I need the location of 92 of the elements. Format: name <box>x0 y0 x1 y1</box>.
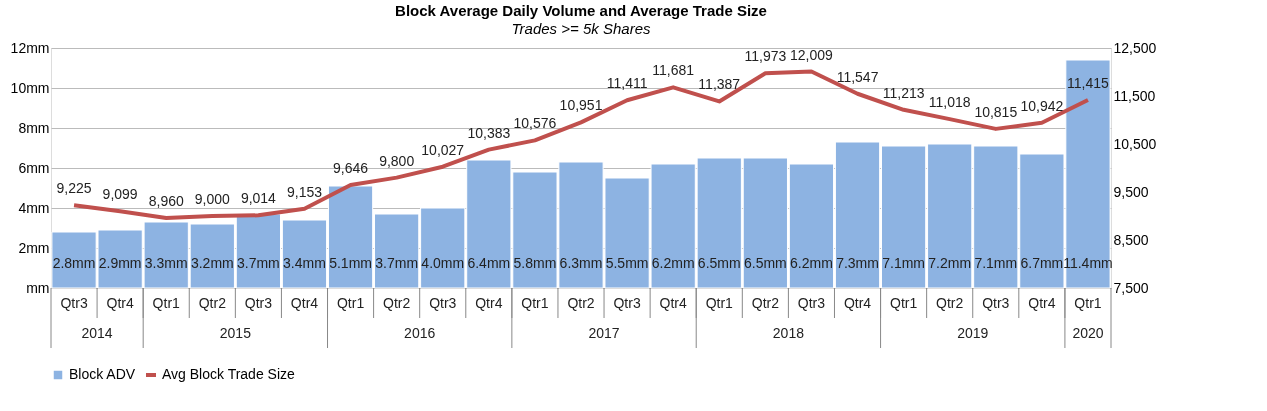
data-label: 7.3mm <box>836 255 879 271</box>
data-label: 4.0mm <box>421 255 465 271</box>
y-tick-label: 10mm <box>10 79 50 96</box>
data-label: 3.4mm <box>283 255 326 271</box>
data-label: 6.3mm <box>559 255 603 271</box>
x-tick-label: Qtr3 <box>244 295 273 311</box>
data-label: 9,000 <box>194 191 231 207</box>
data-label: 2.9mm <box>98 255 142 271</box>
y2-tick-label: 11,500 <box>1113 87 1156 104</box>
data-label: 9,153 <box>286 183 323 200</box>
data-label: 6.7mm <box>1020 255 1064 271</box>
data-label: 10,576 <box>513 115 557 132</box>
y2-tick-label: 7,500 <box>1113 279 1149 296</box>
x-tick-label: Qtr3 <box>60 295 88 311</box>
data-label: 9,014 <box>240 190 277 207</box>
data-label: 11,681 <box>652 62 695 79</box>
data-label: 11,415 <box>1067 75 1110 92</box>
x-tick-label: Qtr3 <box>982 295 1010 311</box>
data-label: 12,009 <box>790 46 834 63</box>
data-label: 7.1mm <box>882 255 926 271</box>
text: 2018 <box>772 325 805 341</box>
data-label: 11,213 <box>882 84 925 101</box>
y2-tick-label: 10,500 <box>1113 135 1157 152</box>
text: 2014 <box>81 325 113 341</box>
x-tick-label: Qtr2 <box>567 295 595 311</box>
data-label: 6.2mm <box>651 255 695 271</box>
data-label: 6.4mm <box>467 255 511 271</box>
text: 2019 <box>957 325 989 341</box>
data-label: 3.7mm <box>375 255 419 271</box>
x-tick-label: Qtr1 <box>705 295 734 311</box>
x-tick-label: Qtr3 <box>429 295 457 311</box>
text: 2020 <box>1072 325 1104 341</box>
x-tick-label: Qtr2 <box>383 295 411 311</box>
data-label: 8,960 <box>148 192 184 209</box>
x-tick-label: Qtr4 <box>106 295 134 311</box>
x-tick-label: Qtr1 <box>521 295 549 311</box>
y-tick-label: 8mm <box>18 119 50 136</box>
data-label: 3.2mm <box>190 255 234 271</box>
data-label: 6.5mm <box>743 255 787 271</box>
data-label: 10,027 <box>421 141 465 158</box>
x-tick-label: Qtr4 <box>290 295 319 311</box>
x-tick-label: Qtr4 <box>843 295 872 311</box>
y-tick-label: mm <box>26 279 50 296</box>
text: 2016 <box>404 325 436 341</box>
data-label: 5.1mm <box>329 255 372 271</box>
data-label: 10,815 <box>974 103 1018 120</box>
data-label: 11,973 <box>744 48 787 65</box>
y-tick-label: 6mm <box>18 159 50 176</box>
data-label: 5.8mm <box>513 255 557 271</box>
data-label: 10,951 <box>559 97 603 114</box>
x-tick-label: Qtr1 <box>889 295 918 311</box>
x-tick-label: Qtr3 <box>797 295 826 311</box>
data-label: 7.2mm <box>928 255 972 271</box>
y-tick-label: 4mm <box>18 199 50 216</box>
legend-label: Block ADV <box>69 366 136 382</box>
data-label: 6.5mm <box>697 255 741 271</box>
data-label: 2.8mm <box>52 255 96 271</box>
y2-tick-label: 9,500 <box>1113 183 1149 200</box>
data-label: 3.7mm <box>236 255 280 271</box>
data-label: 9,646 <box>333 159 369 176</box>
data-label: 9,225 <box>56 180 92 197</box>
data-label: 5.5mm <box>605 255 649 271</box>
data-label: 11,018 <box>928 94 971 111</box>
data-label: 3.3mm <box>144 255 188 271</box>
x-tick-label: Qtr4 <box>659 295 687 311</box>
chart-title: Block Average Daily Volume and Average Trade Size <box>395 2 767 19</box>
data-label: 10,942 <box>1020 97 1064 114</box>
x-tick-label: Qtr4 <box>1028 295 1056 311</box>
data-label: 10,383 <box>467 124 511 141</box>
legend-label: Avg Block Trade Size <box>162 366 296 382</box>
y-tick-label: 12mm <box>10 39 50 56</box>
x-tick-label: Qtr2 <box>751 295 780 311</box>
data-label: 6.2mm <box>790 255 833 271</box>
data-label: 11,411 <box>606 75 648 92</box>
x-tick-label: Qtr2 <box>936 295 964 311</box>
x-tick-label: Qtr1 <box>1074 295 1102 311</box>
data-label: 9,099 <box>102 186 138 203</box>
chart-subtitle: Trades >= 5k Shares <box>511 20 651 37</box>
data-label: 7.1mm <box>974 255 1018 271</box>
y-tick-label: 2mm <box>18 239 50 256</box>
data-label: 11,387 <box>698 76 741 93</box>
x-tick-label: Qtr1 <box>152 295 181 311</box>
x-tick-label: Qtr3 <box>613 295 641 311</box>
y2-tick-label: 8,500 <box>1113 231 1149 248</box>
text: 2015 <box>219 325 252 341</box>
data-label: 11,547 <box>836 68 879 85</box>
data-label: 9,800 <box>379 152 415 169</box>
x-tick-label: Qtr2 <box>198 295 227 311</box>
x-tick-label: Qtr4 <box>475 295 503 311</box>
y2-tick-label: 12,500 <box>1113 39 1157 56</box>
x-tick-label: Qtr1 <box>336 295 365 311</box>
text: 2017 <box>588 325 620 341</box>
